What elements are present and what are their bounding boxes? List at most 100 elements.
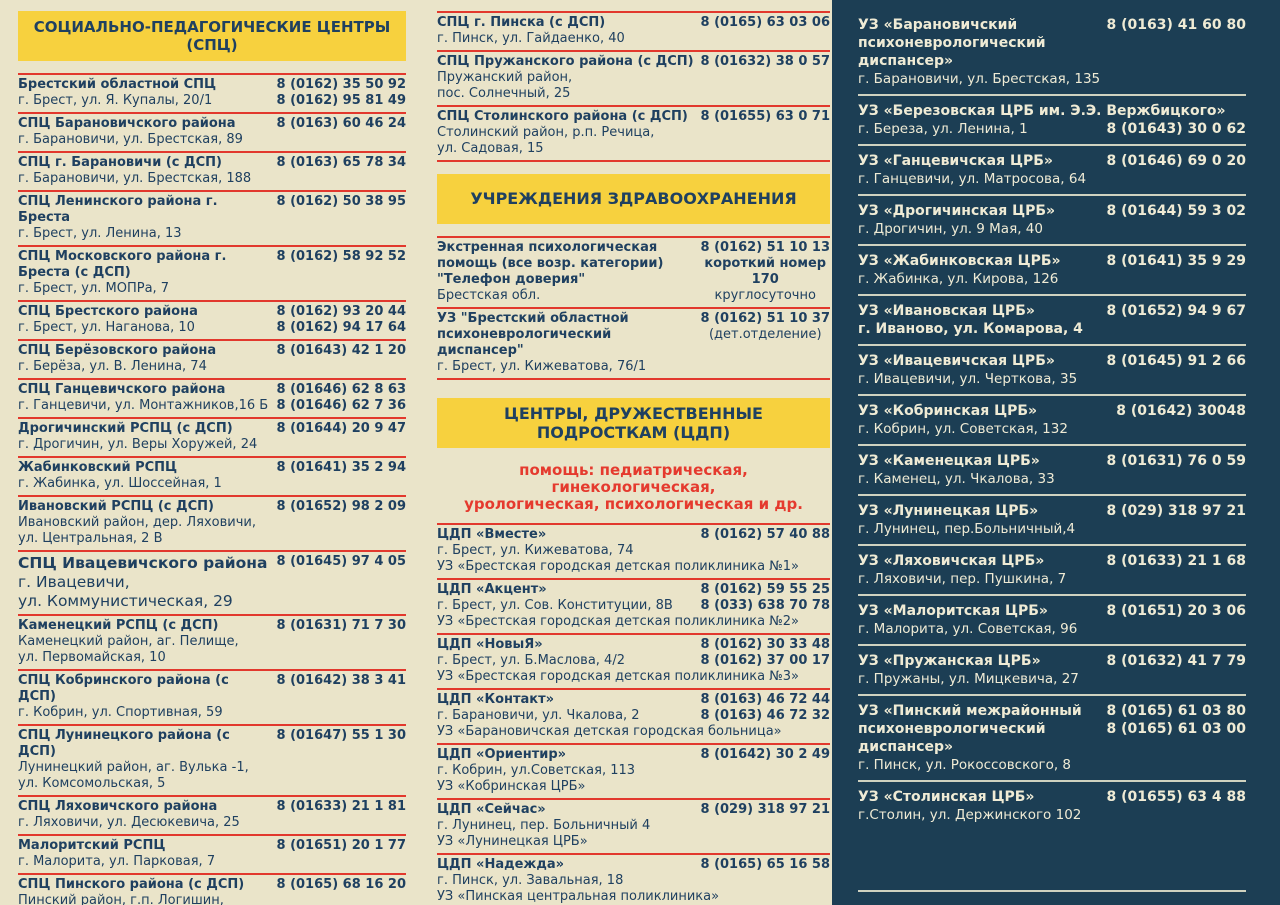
center-entry: СПЦ Пинского района (с ДСП) Пинский район… xyxy=(18,875,406,905)
entry-row: СПЦ Ленинского района г. Бреста г. Брест,… xyxy=(18,194,406,242)
entry-name: СПЦ Барановичского района xyxy=(18,116,236,131)
entry-name: УЗ «Ивановская ЦРБ» xyxy=(858,303,1035,319)
entry-name: УЗ «Пинский межрайонный психоневрологиче… xyxy=(858,703,1082,755)
entry-phones: 8 (01652) 94 9 67 xyxy=(1107,302,1246,320)
entry-row: ЦДП «НовыЯ» г. Брест, ул. Б.Маслова, 4/2 8… xyxy=(437,637,830,669)
entry-address: г. Жабинка, ул. Шоссейная, 1 xyxy=(18,476,222,491)
entry-row: ЦДП «Сейчас» г. Лунинец, пер. Больничный … xyxy=(437,802,830,834)
entry-name: Жабинковский РСПЦ xyxy=(18,460,178,475)
entry-address: г. Брест, ул. Кижеватова, 76/1 xyxy=(437,359,647,374)
cdp-entry: ЦДП «Акцент» г. Брест, ул. Сов. Конституц… xyxy=(437,580,830,635)
entry-row: Ивановский РСПЦ (с ДСП) Ивановский район,… xyxy=(18,499,406,547)
center-entry: Брестский областной СПЦ г. Брест, ул. Я. … xyxy=(18,75,406,114)
entry-info: СПЦ Столинского района (с ДСП) Столинский… xyxy=(437,109,701,157)
entry-info: Брестский областной СПЦ г. Брест, ул. Я. … xyxy=(18,77,277,109)
uz-entry: УЗ «Ляховичская ЦРБ» г. Ляховичи, пер. Пу… xyxy=(858,546,1246,596)
entry-row: Экстренная психологическая помощь (все во… xyxy=(437,240,830,304)
entry-address: г. Кобрин, ул. Спортивная, 59 xyxy=(18,705,223,720)
entry-name: СПЦ Пинского района (с ДСП) xyxy=(18,877,245,892)
entry-name: СПЦ Московского района г. Бреста (с ДСП) xyxy=(18,249,227,280)
entry-phone: 8 (0162) 93 20 44 xyxy=(276,304,407,319)
entry-phones: 8 (01633) 21 1 68 xyxy=(1107,552,1246,570)
entry-info: ЦДП «Вместе» г. Брест, ул. Кижеватова, 74 xyxy=(437,527,701,559)
entry-info: г. Береза, ул. Ленина, 1 xyxy=(858,120,1107,138)
entry-phone: 8 (0165) 65 16 58 xyxy=(700,857,831,872)
entry-phone: 8 (01643) 42 1 20 xyxy=(276,343,407,358)
entry-phones: 8 (0163) 46 72 44 8 (0163) 46 72 32 xyxy=(701,692,831,724)
entry-organization: УЗ «Барановичская детская городская боль… xyxy=(437,724,782,739)
center-entry: СПЦ Барановичского района г. Барановичи, … xyxy=(18,114,406,153)
entry-phones: 8 (0162) 51 10 37 (дет.отделение) xyxy=(701,311,831,343)
entry-phone: 8 (033) 638 70 78 xyxy=(700,598,831,613)
entry-info: УЗ «Ляховичская ЦРБ» г. Ляховичи, пер. Пу… xyxy=(858,552,1107,588)
entry-address: г. Брест, ул. Наганова, 10 xyxy=(18,320,195,335)
health-institutions-panel: УЗ «Барановичский психоневрологический д… xyxy=(832,0,1280,905)
entry-info: СПЦ Пинского района (с ДСП) Пинский район… xyxy=(18,877,277,905)
cdp-help-note: помощь: педиатрическая, гинекологическая… xyxy=(437,462,830,513)
entry-row: УЗ «Дрогичинская ЦРБ» г. Дрогичин, ул. 9 … xyxy=(858,202,1246,238)
entry-address: г. Барановичи, ул. Брестская, 135 xyxy=(858,71,1101,87)
entry-row: УЗ «Кобринская ЦРБ» г. Кобрин, ул. Советс… xyxy=(858,402,1246,438)
entry-phone: 8 (0165) 68 16 20 xyxy=(276,877,407,892)
entry-phone: 8 (0162) 57 40 88 xyxy=(700,527,831,542)
cdp-entry: ЦДП «Надежда» г. Пинск, ул. Завальная, 18… xyxy=(437,855,830,905)
uz-entry: УЗ «Ганцевичская ЦРБ» г. Ганцевичи, ул. М… xyxy=(858,146,1246,196)
center-entry: СПЦ г. Пинска (с ДСП) г. Пинск, ул. Гайда… xyxy=(437,13,830,52)
uz-entry: УЗ «Пружанская ЦРБ» г. Пружаны, ул. Мицке… xyxy=(858,646,1246,696)
entry-name: СПЦ Ганцевичского района xyxy=(18,382,226,397)
entry-address: г. Дрогичин, ул. Веры Хоружей, 24 xyxy=(18,437,258,452)
entry-row: ЦДП «Надежда» г. Пинск, ул. Завальная, 18… xyxy=(437,857,830,889)
entry-phones: 8 (01632) 41 7 79 xyxy=(1107,652,1246,670)
entry-address: г. Брест, ул. Кижеватова, 74 xyxy=(437,543,634,558)
center-entry: СПЦ Берёзовского района г. Берёза, ул. В.… xyxy=(18,341,406,380)
entry-phone: 8 (01652) 94 9 67 xyxy=(1106,303,1246,319)
entry-info: УЗ «Ивацевичская ЦРБ» г. Ивацевичи, ул. Ч… xyxy=(858,352,1107,388)
entry-phone: 8 (0162) 51 10 13 xyxy=(700,240,831,255)
entry-address: г. Лунинец, пер.Больничный,4 xyxy=(858,521,1076,537)
entry-phones: 8 (0163) 41 60 80 xyxy=(1107,16,1246,34)
entry-row: УЗ «Малоритская ЦРБ» г. Малорита, ул. Сов… xyxy=(858,602,1246,638)
entry-address: г. Брест, ул. Б.Маслова, 4/2 xyxy=(437,653,625,668)
entry-phones: 8 (01652) 98 2 09 xyxy=(277,499,407,515)
cdp-help-note-line: урологическая, психологическая и др. xyxy=(464,495,803,513)
entry-info: ЦДП «Контакт» г. Барановичи, ул. Чкалова,… xyxy=(437,692,701,724)
entry-name: УЗ «Столинская ЦРБ» xyxy=(858,789,1035,805)
entry-address: г. Пружаны, ул. Мицкевича, 27 xyxy=(858,671,1079,687)
entry-row: СПЦ Кобринского района (с ДСП) г. Кобрин,… xyxy=(18,673,406,721)
entry-phone: 8 (0162) 59 55 25 xyxy=(700,582,831,597)
entry-phones: 8 (0162) 30 33 48 8 (0162) 37 00 17 xyxy=(701,637,831,669)
entry-phones: 8 (01641) 35 9 29 xyxy=(1107,252,1246,270)
entry-name: УЗ «Жабинковская ЦРБ» xyxy=(858,253,1061,269)
entry-info: СПЦ г. Пинска (с ДСП) г. Пинск, ул. Гайда… xyxy=(437,15,701,47)
entry-phone: короткий номер xyxy=(704,256,827,271)
entry-name: УЗ «Ганцевичская ЦРБ» xyxy=(858,153,1053,169)
middle-column: СПЦ г. Пинска (с ДСП) г. Пинск, ул. Гайда… xyxy=(430,0,832,905)
entry-address: г. Барановичи, ул. Чкалова, 2 xyxy=(437,708,640,723)
entry-row: СПЦ г. Пинска (с ДСП) г. Пинск, ул. Гайда… xyxy=(437,15,830,47)
entry-row: УЗ «Каменецкая ЦРБ» г. Каменец, ул. Чкало… xyxy=(858,452,1246,488)
entry-address: г. Ивацевичи, ул. Черткова, 35 xyxy=(858,371,1078,387)
entry-name: СПЦ Берёзовского района xyxy=(18,343,217,358)
entry-phones: 8 (01632) 38 0 57 xyxy=(701,54,831,70)
uz-entry: УЗ «Барановичский психоневрологический д… xyxy=(858,10,1246,96)
entry-address: пос. Солнечный, 25 xyxy=(437,86,571,101)
entry-info: ЦДП «Акцент» г. Брест, ул. Сов. Конституц… xyxy=(437,582,701,614)
entry-phone: 8 (0162) 30 33 48 xyxy=(700,637,831,652)
entry-address: ул. Комсомольская, 5 xyxy=(18,776,166,791)
entry-address: г. Ганцевичи, ул. Матросова, 64 xyxy=(858,171,1087,187)
entry-phone: 8 (0163) 41 60 80 xyxy=(1106,17,1246,33)
entry-phones: 8 (01645) 91 2 66 xyxy=(1107,352,1246,370)
entry-row: СПЦ Брестского района г. Брест, ул. Наган… xyxy=(18,304,406,336)
entry-row: УЗ "Брестский областной психоневрологичес… xyxy=(437,311,830,375)
entry-address: г. Иваново, ул. Комарова, 4 xyxy=(858,321,1083,337)
entry-info: ЦДП «Надежда» г. Пинск, ул. Завальная, 18 xyxy=(437,857,701,889)
entry-address: г. Каменец, ул. Чкалова, 33 xyxy=(858,471,1055,487)
entry-phones: 8 (01642) 30 2 49 xyxy=(701,747,831,763)
entry-name: Экстренная психологическая xyxy=(437,240,658,255)
entry-address: г. Малорита, ул. Советская, 96 xyxy=(858,621,1078,637)
entry-row: УЗ «Ганцевичская ЦРБ» г. Ганцевичи, ул. М… xyxy=(858,152,1246,188)
health-entry: УЗ "Брестский областной психоневрологичес… xyxy=(437,309,830,380)
entry-info: Жабинковский РСПЦ г. Жабинка, ул. Шоссейн… xyxy=(18,460,277,492)
entry-phone: 8 (01646) 69 0 20 xyxy=(1106,153,1246,169)
